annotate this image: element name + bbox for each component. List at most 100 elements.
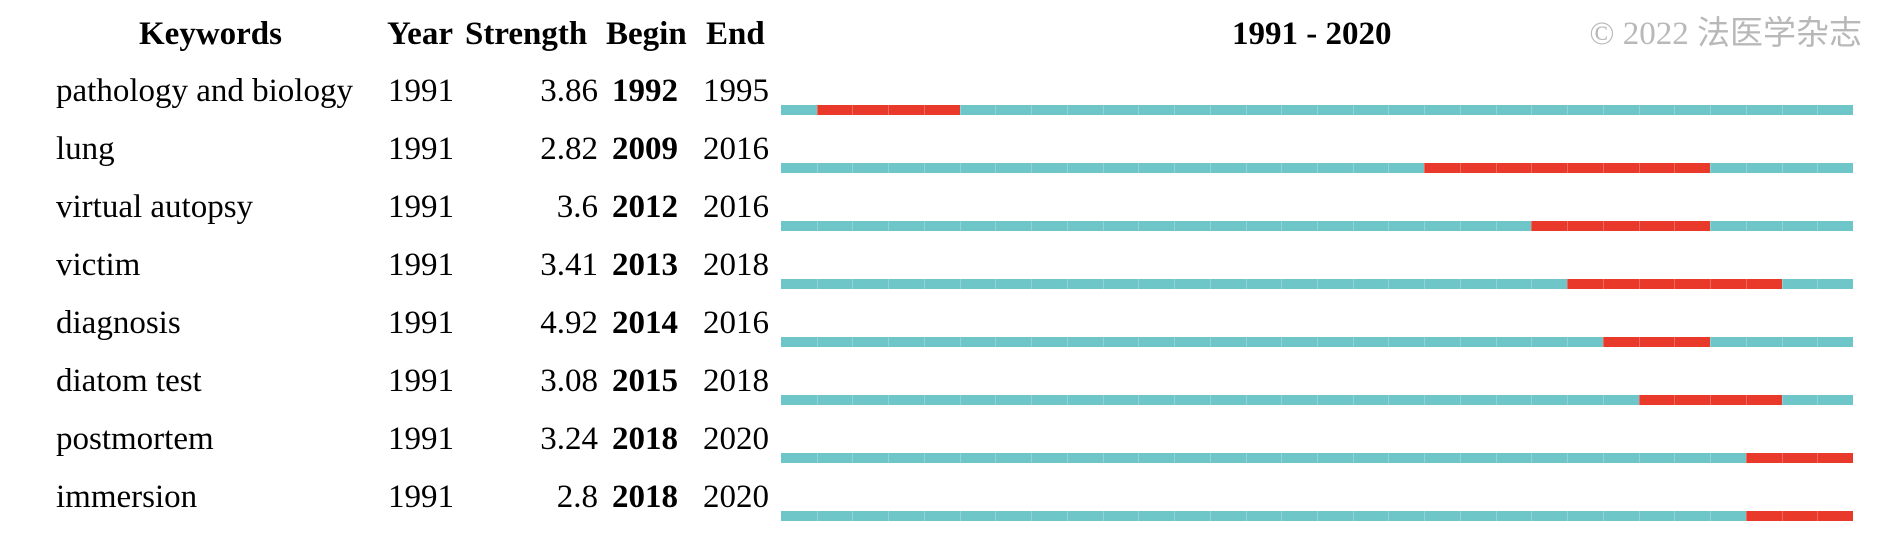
year-tick (816, 337, 818, 347)
year-cell: 1991 (388, 479, 454, 515)
year-tick (1745, 511, 1747, 521)
year-tick (1602, 395, 1604, 405)
year-tick (816, 105, 818, 115)
year-tick (1388, 395, 1390, 405)
keyword-cell: diagnosis (56, 305, 181, 341)
keyword-cell: virtual autopsy (56, 189, 254, 225)
year-tick (1245, 163, 1247, 173)
year-tick (1138, 105, 1140, 115)
year-tick (1567, 221, 1569, 231)
year-tick (1567, 395, 1569, 405)
year-tick (1638, 511, 1640, 521)
end-cell: 2016 (703, 131, 769, 167)
end-header: End (706, 16, 765, 52)
year-cell: 1991 (388, 305, 454, 341)
year-tick (1638, 163, 1640, 173)
year-tick (1317, 511, 1318, 521)
burst-bar (816, 105, 960, 115)
year-tick (1102, 511, 1104, 521)
end-cell: 1995 (703, 73, 769, 109)
year-tick (1638, 453, 1640, 463)
year-tick (1174, 395, 1176, 405)
year-tick (1567, 337, 1569, 347)
begin-cell: 2018 (612, 479, 678, 515)
year-tick (1317, 279, 1318, 289)
year-tick (1066, 453, 1068, 463)
year-tick (1710, 279, 1712, 289)
year-cell: 1991 (388, 421, 454, 457)
year-tick (1102, 105, 1104, 115)
year-tick (852, 279, 854, 289)
year-tick (1209, 395, 1211, 405)
year-tick (888, 337, 890, 347)
year-tick (1245, 395, 1247, 405)
year-tick (1638, 279, 1640, 289)
keyword-row: diatom test 1991 3.08 2015 2018 (0, 352, 1884, 410)
year-tick (995, 163, 997, 173)
burst-bar (1567, 279, 1782, 289)
year-tick (1817, 163, 1819, 173)
year-tick (1281, 105, 1283, 115)
year-tick (1138, 395, 1140, 405)
begin-header: Begin (606, 16, 687, 52)
year-tick (1638, 337, 1640, 347)
begin-cell: 1992 (612, 73, 678, 109)
burst-bar (1424, 163, 1711, 173)
year-tick (1817, 453, 1819, 463)
year-tick (1567, 163, 1569, 173)
year-tick (1781, 105, 1783, 115)
year-tick (1459, 337, 1461, 347)
year-tick (1317, 453, 1318, 463)
year-tick (1602, 279, 1604, 289)
year-tick (1638, 395, 1640, 405)
year-tick (1209, 511, 1211, 521)
year-tick (1710, 105, 1712, 115)
keyword-cell: immersion (56, 479, 198, 515)
year-tick (1495, 337, 1497, 347)
year-tick (959, 511, 961, 521)
keyword-row: diagnosis 1991 4.92 2014 2016 (0, 294, 1884, 352)
burst-bar (1745, 511, 1853, 521)
end-cell: 2016 (703, 305, 769, 341)
year-tick (1531, 395, 1533, 405)
year-tick (1281, 453, 1283, 463)
year-tick (1352, 105, 1354, 115)
year-tick (852, 395, 854, 405)
year-tick (888, 163, 890, 173)
year-tick (888, 395, 890, 405)
year-tick (1317, 337, 1318, 347)
year-tick (852, 511, 854, 521)
year-tick (1674, 163, 1676, 173)
watermark: © 2022 法医学杂志 (1589, 16, 1862, 52)
year-tick (1602, 105, 1604, 115)
year-tick (1495, 105, 1497, 115)
year-tick (1817, 337, 1819, 347)
year-tick (1174, 453, 1176, 463)
year-tick (1138, 279, 1140, 289)
year-tick (1531, 511, 1533, 521)
year-tick (816, 221, 818, 231)
year-tick (1388, 163, 1390, 173)
year-tick (1638, 221, 1640, 231)
year-tick (816, 279, 818, 289)
keyword-cell: victim (56, 247, 141, 283)
year-tick (1674, 395, 1676, 405)
year-tick (1424, 395, 1426, 405)
year-tick (888, 279, 890, 289)
year-tick (1281, 279, 1283, 289)
year-tick (1138, 337, 1140, 347)
keyword-cell: pathology and biology (56, 73, 353, 109)
year-tick (1102, 279, 1104, 289)
year-tick (1745, 337, 1747, 347)
year-tick (1459, 105, 1461, 115)
year-tick (1245, 453, 1247, 463)
year-tick (816, 453, 818, 463)
year-tick (1710, 511, 1712, 521)
keyword-row: victim 1991 3.41 2013 2018 (0, 236, 1884, 294)
year-tick (1745, 105, 1747, 115)
year-tick (1174, 105, 1176, 115)
year-tick (1388, 511, 1390, 521)
year-tick (1531, 163, 1533, 173)
year-tick (1388, 279, 1390, 289)
timeline-track (781, 221, 1853, 231)
